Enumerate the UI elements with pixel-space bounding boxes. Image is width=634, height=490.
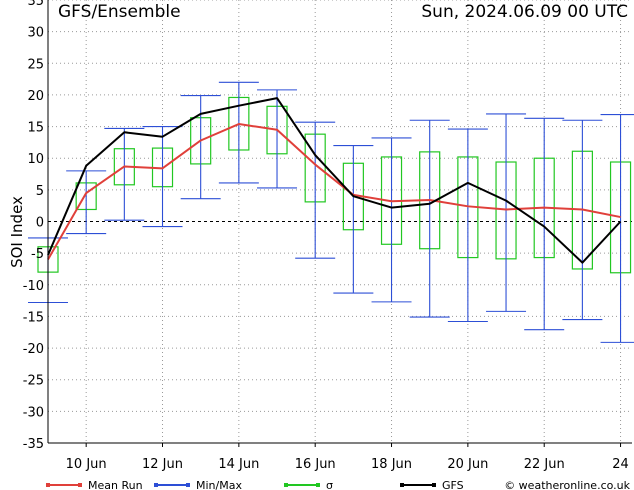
legend: Mean Run Min/Max σ GFS bbox=[46, 479, 464, 490]
legend-marker bbox=[46, 483, 50, 487]
legend-marker bbox=[432, 483, 436, 487]
y-tick-label: 30 bbox=[27, 26, 44, 41]
x-tick-label: 24 bbox=[612, 457, 629, 472]
legend-label: Mean Run bbox=[88, 479, 143, 490]
y-axis-label: SOI Index bbox=[8, 196, 26, 268]
legend-marker bbox=[316, 483, 320, 487]
x-tick-label: 18 Jun bbox=[371, 457, 412, 472]
grid-lines bbox=[48, 0, 632, 443]
legend-label: σ bbox=[326, 479, 333, 490]
y-tick-label: 15 bbox=[27, 121, 44, 136]
y-tick-label: 20 bbox=[27, 89, 44, 104]
legend-label: Min/Max bbox=[196, 479, 242, 490]
legend-marker bbox=[154, 483, 158, 487]
x-tick-label: 16 Jun bbox=[295, 457, 336, 472]
x-tick-label: 20 Jun bbox=[447, 457, 488, 472]
sigma-boxes bbox=[37, 96, 632, 274]
y-tick-label: -15 bbox=[23, 310, 44, 325]
y-tick-label: -5 bbox=[31, 247, 44, 262]
x-tick-label: 10 Jun bbox=[66, 457, 107, 472]
legend-marker bbox=[400, 483, 404, 487]
y-tick-label: 10 bbox=[27, 152, 44, 167]
y-tick-label: -35 bbox=[23, 437, 44, 452]
y-tick-label: 5 bbox=[36, 184, 44, 199]
credit-text: © weatheronline.co.uk bbox=[504, 479, 630, 490]
legend-label: GFS bbox=[442, 479, 464, 490]
legend-marker bbox=[78, 483, 82, 487]
y-tick-label: -30 bbox=[23, 405, 44, 420]
x-tick-label: 22 Jun bbox=[524, 457, 565, 472]
x-tick-label: 14 Jun bbox=[218, 457, 259, 472]
x-tick-labels: 10 Jun 12 Jun 14 Jun 16 Jun 18 Jun 20 Jun 22 J… bbox=[66, 457, 629, 472]
y-tick-label: -20 bbox=[23, 342, 44, 357]
legend-marker bbox=[186, 483, 190, 487]
axes bbox=[47, 0, 632, 447]
min-max-whiskers bbox=[28, 81, 634, 343]
y-tick-labels: -35 -30 -25 -20 -15 -10 -5 0 5 10 15 20 25 30 35 bbox=[23, 0, 44, 452]
chart-title: GFS/Ensemble bbox=[58, 2, 181, 22]
mean-run-line bbox=[47, 123, 621, 260]
x-tick-label: 12 Jun bbox=[142, 457, 183, 472]
run-timestamp: Sun, 2024.06.09 00 UTC bbox=[421, 2, 628, 22]
series-lines bbox=[47, 97, 622, 264]
legend-marker bbox=[284, 483, 288, 487]
y-tick-label: -10 bbox=[23, 279, 44, 294]
y-tick-label: 0 bbox=[36, 216, 44, 231]
gfs-line bbox=[47, 97, 622, 264]
y-tick-label: 25 bbox=[27, 57, 44, 72]
y-tick-label: -25 bbox=[23, 374, 44, 389]
y-tick-label: 35 bbox=[27, 0, 44, 9]
